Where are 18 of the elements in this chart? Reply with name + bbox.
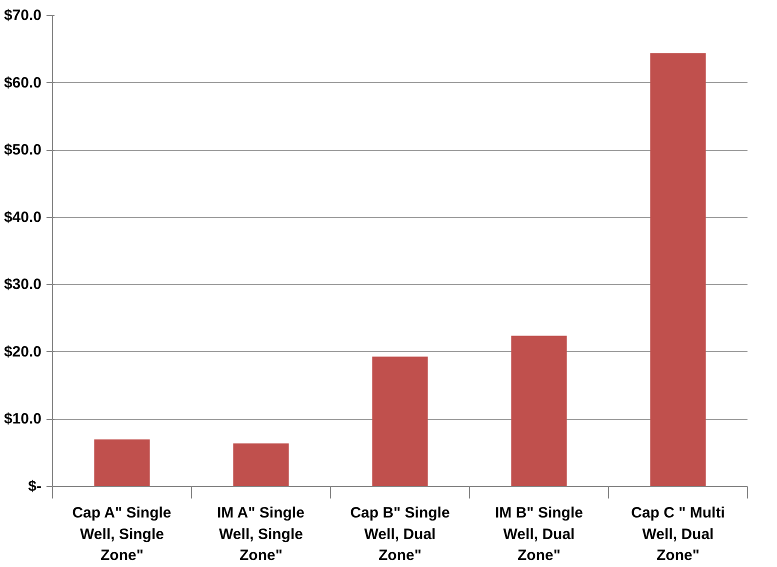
x-tick-label: IM A" Single Well, Single Zone" [217, 504, 304, 564]
bar [372, 356, 428, 486]
x-tick-label: Cap A" Single Well, Single Zone" [72, 504, 172, 564]
y-tick-label: $40.0 [4, 208, 42, 226]
bar [650, 53, 706, 486]
y-tick-label: $30.0 [4, 276, 42, 294]
y-tick-label: $- [28, 478, 42, 495]
y-tick-label: $10.0 [4, 410, 42, 428]
y-tick-label: $20.0 [4, 343, 42, 360]
y-tick-label: $70.0 [4, 7, 42, 24]
y-tick-label: $50.0 [4, 142, 42, 159]
bar [94, 439, 150, 486]
bar [511, 336, 567, 486]
bar [233, 443, 289, 486]
x-tick-label: IM B" Single Well, Dual Zone" [495, 504, 583, 564]
x-tick-label: Cap C " Multi Well, Dual Zone" [631, 504, 725, 564]
x-tick-label: Cap B" Single Well, Dual Zone" [350, 504, 450, 564]
y-tick-label: $60.0 [4, 74, 42, 92]
